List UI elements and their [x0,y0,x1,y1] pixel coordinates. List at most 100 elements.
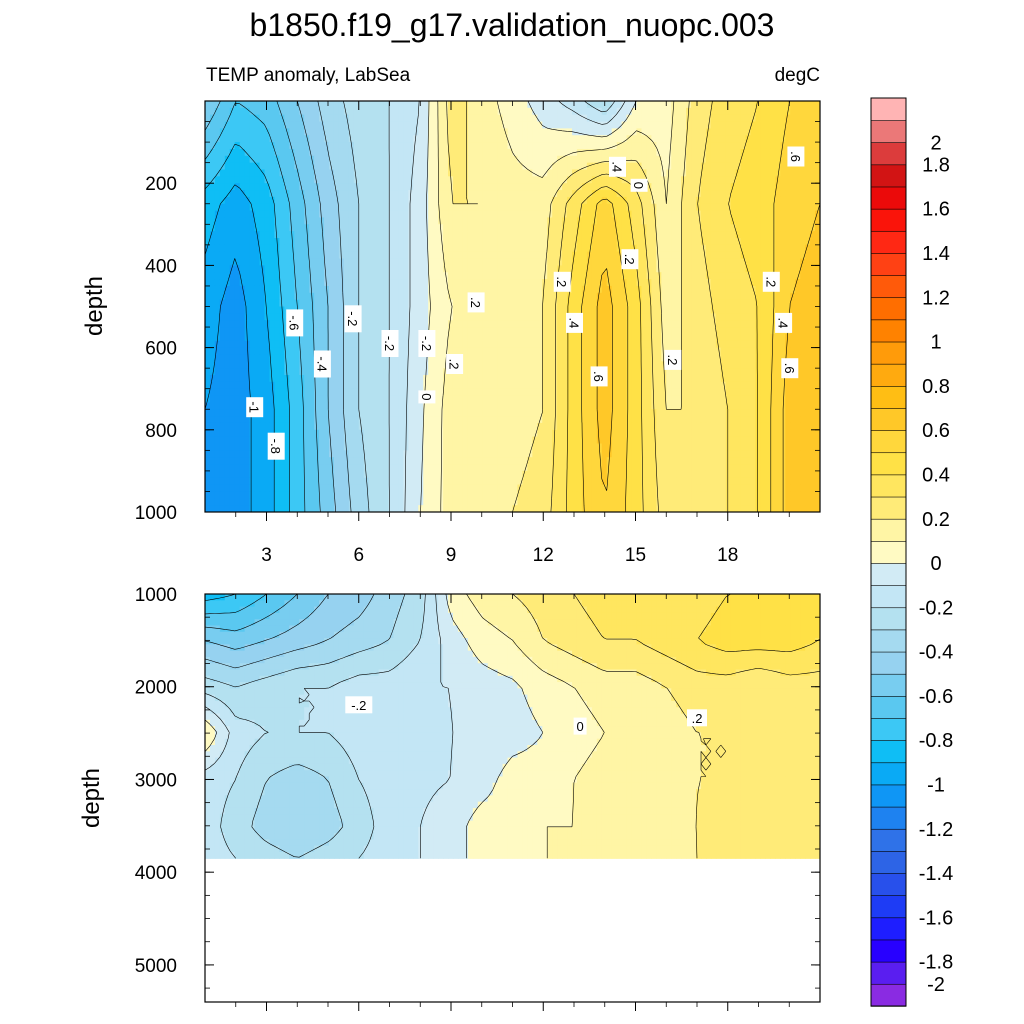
field-cell [725,101,732,109]
field-cell [393,203,400,212]
field-cell [810,333,816,342]
field-cell [532,333,538,342]
field-cell [418,176,424,184]
field-cell [705,313,712,321]
field-cell [378,251,385,260]
field-cell [616,238,623,246]
field-cell [691,265,697,273]
field-cell [492,313,499,321]
field-cell [815,142,820,150]
field-cell [314,101,320,109]
field-cell [448,142,454,150]
field-cell [254,148,261,157]
field-cell [219,258,226,266]
field-cell [264,375,271,383]
field-cell [542,101,548,109]
field-cell [532,354,538,362]
field-cell [591,327,598,335]
field-cell [790,347,796,356]
field-cell [507,354,514,362]
field-cell [373,333,380,342]
field-cell [666,258,672,266]
field-cell [696,183,702,191]
field-cell [651,196,657,205]
field-cell [631,231,638,239]
field-cell [715,299,722,308]
field-cell [229,121,236,129]
field-cell [790,279,796,287]
field-cell [750,244,757,253]
field-cell [760,292,767,301]
field-cell [309,183,315,191]
field-cell [383,142,390,150]
field-cell [586,327,593,335]
field-cell [795,101,801,109]
field-cell [324,176,330,184]
field-cell [666,238,672,246]
field-cell [775,176,781,184]
field-cell [656,285,662,294]
field-cell [636,190,643,198]
field-cell [651,210,657,219]
field-cell [482,299,489,308]
field-cell [631,203,638,212]
field-cell [403,176,409,184]
field-cell [254,368,261,376]
field-cell [358,285,365,294]
field-cell [661,142,667,150]
field-cell [611,347,618,356]
field-cell [715,258,722,266]
field-cell [259,279,266,287]
field-cell [527,135,533,143]
field-cell [492,272,499,280]
field-cell [472,279,479,287]
field-cell [343,169,350,177]
field-cell [745,210,752,219]
field-cell [651,190,657,198]
field-cell [353,183,360,191]
field-cell [403,196,409,205]
field-cell [259,347,266,356]
field-cell [378,114,385,123]
field-cell [755,210,762,219]
field-cell [259,217,266,225]
field-cell [631,333,638,342]
field-cell [666,128,672,136]
field-cell [403,169,409,177]
field-cell [244,361,251,369]
field-cell [705,183,712,191]
field-cell [433,251,439,260]
field-cell [527,292,533,301]
field-cell [705,196,712,205]
field-cell [348,101,355,109]
field-cell [309,203,315,212]
field-cell [239,320,246,328]
field-cell [646,203,652,212]
field-cell [383,190,390,198]
field-cell [373,148,380,157]
field-cell [725,333,732,342]
field-cell [229,217,236,225]
field-cell [259,333,266,342]
field-cell [328,265,335,273]
field-cell [547,155,553,164]
field-cell [299,101,305,109]
field-cell [413,142,419,150]
field-cell [457,121,464,129]
field-cell [205,203,211,212]
field-cell [234,176,241,184]
field-cell [314,285,320,294]
field-cell [661,258,667,266]
field-cell [477,196,484,205]
field-cell [205,176,211,184]
field-cell [214,107,221,116]
field-cell [338,183,345,191]
field-cell [229,203,236,212]
field-cell [780,203,786,212]
field-cell [522,135,528,143]
field-cell [562,190,568,198]
field-cell [532,347,538,356]
field-cell [309,224,315,232]
field-cell [353,148,360,157]
field-cell [393,169,400,177]
